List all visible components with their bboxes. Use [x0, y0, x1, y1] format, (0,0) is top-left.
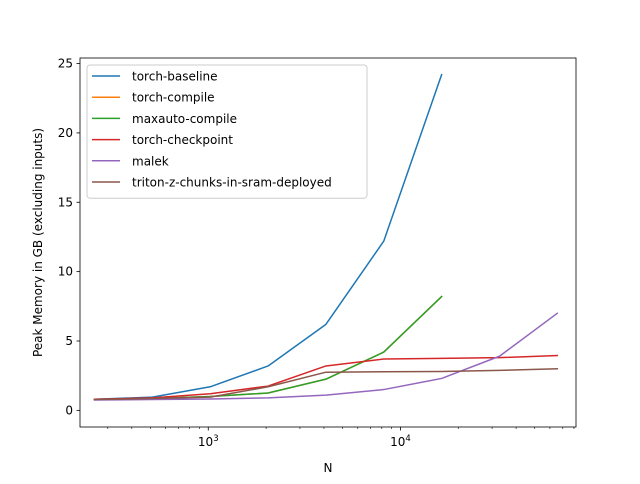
- x-tick-label: 103: [198, 434, 219, 449]
- ticks: 0 5 10 15 20 25 103 104: [58, 57, 575, 449]
- legend: torch-baseline torch-compile maxauto-compi…: [86, 64, 368, 199]
- x-axis-label: N: [324, 461, 333, 475]
- legend-label: triton-z-chunks-in-sram-deployed: [132, 176, 332, 190]
- y-axis-label: Peak Memory in GB (excluding inputs): [31, 128, 45, 357]
- legend-label: torch-checkpoint: [132, 133, 233, 147]
- plot-area: [93, 73, 559, 401]
- x-tick-label: 104: [390, 434, 411, 449]
- y-tick-label: 5: [65, 334, 73, 348]
- legend-label: torch-baseline: [132, 70, 218, 84]
- y-tick-label: 15: [58, 195, 73, 209]
- legend-label: malek: [132, 154, 169, 168]
- series-line-torch-checkpoint: [93, 354, 559, 401]
- y-tick-label: 10: [58, 265, 73, 279]
- series-line-triton-z-chunks-in-sram-deployed: [93, 367, 559, 401]
- y-tick-label: 20: [58, 126, 73, 140]
- legend-label: maxauto-compile: [132, 112, 237, 126]
- y-tick-label: 25: [58, 57, 73, 71]
- axes-frame: [79, 57, 577, 428]
- legend-label: torch-compile: [132, 91, 215, 105]
- series-line-malek: [93, 312, 559, 401]
- y-tick-label: 0: [65, 403, 73, 417]
- legend-box: [86, 64, 368, 199]
